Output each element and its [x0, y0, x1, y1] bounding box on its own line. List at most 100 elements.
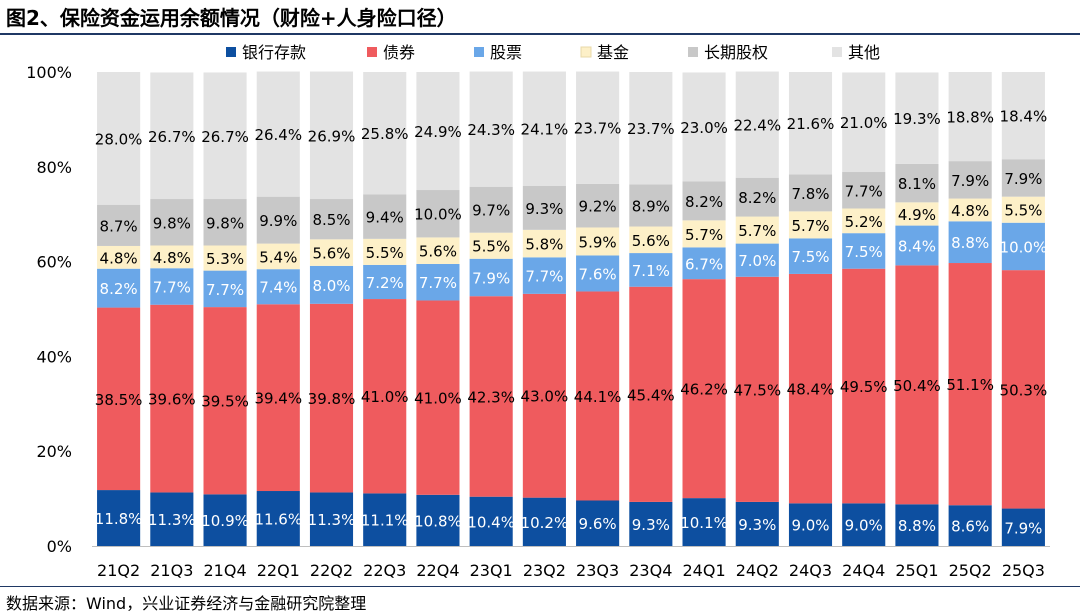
bar-segment — [203, 72, 247, 200]
data-label: 5.3% — [206, 250, 244, 268]
bar-segment — [682, 279, 726, 499]
data-label: 8.1% — [898, 175, 936, 193]
data-label: 7.2% — [366, 274, 404, 292]
bar-segment — [363, 72, 407, 195]
bar-segment — [629, 72, 673, 185]
bar-segment — [309, 492, 354, 546]
data-label: 5.7% — [685, 226, 723, 244]
y-tick-label: 0% — [47, 537, 72, 556]
x-tick-label: 23Q4 — [629, 561, 672, 580]
x-tick-label: 24Q4 — [842, 561, 885, 580]
bar-segment — [948, 198, 992, 222]
data-label: 26.9% — [308, 127, 356, 145]
bar-segment — [469, 71, 513, 187]
data-label: 7.5% — [791, 248, 829, 266]
data-label: 10.9% — [201, 512, 249, 530]
legend: 银行存款 债券 股票 基金 长期股权 其他 — [226, 43, 880, 62]
bar-segment — [842, 268, 886, 504]
data-label: 9.8% — [153, 214, 191, 232]
bar-segment — [97, 72, 141, 205]
bar-segment — [735, 501, 779, 546]
data-label: 11.3% — [308, 511, 356, 529]
chart-title: 图2、保险资金运用余额情况（财险+人身险口径） — [6, 6, 457, 30]
data-label: 4.8% — [951, 202, 989, 220]
data-label: 39.6% — [148, 391, 196, 409]
data-label: 49.5% — [840, 378, 888, 396]
data-label: 5.9% — [579, 233, 617, 251]
data-label: 7.9% — [1004, 519, 1042, 537]
x-tick-label: 25Q1 — [895, 561, 938, 580]
data-label: 7.7% — [525, 268, 563, 286]
bar-segment — [735, 243, 779, 277]
data-label: 9.7% — [472, 202, 510, 220]
data-label: 5.5% — [366, 244, 404, 262]
data-label: 48.4% — [787, 381, 835, 399]
bar-segment — [203, 494, 247, 546]
data-label: 5.5% — [472, 238, 510, 256]
bar-segment — [629, 286, 673, 502]
bar-segment — [682, 498, 726, 546]
data-label: 46.2% — [680, 381, 728, 399]
data-label: 39.8% — [308, 390, 356, 408]
x-tick-label: 24Q1 — [682, 561, 725, 580]
data-label: 9.3% — [525, 200, 563, 218]
legend-swatch — [832, 47, 842, 57]
bar-segment — [576, 227, 620, 256]
bar-segment — [735, 216, 779, 244]
data-label: 6.7% — [685, 255, 723, 273]
bar-segment — [948, 505, 992, 546]
bar-segment — [309, 303, 354, 493]
source-note: 数据来源：Wind，兴业证券经济与金融研究院整理 — [6, 594, 367, 613]
bar-segment — [416, 190, 460, 238]
data-label: 41.0% — [361, 388, 409, 406]
bar-segment — [682, 181, 726, 221]
data-label: 7.7% — [845, 182, 883, 200]
data-label: 5.2% — [845, 213, 883, 231]
footer-rule — [0, 586, 1080, 587]
data-label: 28.0% — [95, 130, 143, 148]
bar-segment — [629, 253, 673, 287]
x-tick-label: 24Q3 — [789, 561, 832, 580]
data-label: 8.4% — [898, 237, 936, 255]
data-label: 11.1% — [361, 512, 409, 530]
bar-segment — [895, 504, 939, 546]
bar-segment — [150, 268, 194, 305]
data-label: 10.4% — [467, 513, 515, 531]
bar-segment — [150, 492, 194, 546]
x-tick-label: 22Q4 — [416, 561, 459, 580]
data-label: 8.8% — [898, 517, 936, 535]
bar-segment — [629, 184, 673, 227]
bar-segment — [256, 243, 300, 270]
x-tick-label: 23Q3 — [576, 561, 619, 580]
data-label: 9.9% — [259, 212, 297, 230]
data-label: 4.8% — [153, 249, 191, 267]
bar-segment — [948, 161, 992, 199]
data-label: 26.7% — [201, 128, 249, 146]
data-label: 5.6% — [419, 243, 457, 261]
bar-segment — [682, 220, 726, 248]
x-tick-label: 23Q1 — [470, 561, 513, 580]
data-label: 22.4% — [733, 117, 781, 135]
data-label: 24.3% — [467, 121, 515, 139]
data-label: 9.0% — [845, 517, 883, 535]
x-tick-label: 21Q3 — [150, 561, 193, 580]
bar-segment — [363, 493, 407, 546]
bar-segment — [97, 245, 141, 269]
bar-segment — [842, 208, 886, 234]
data-label: 23.7% — [574, 120, 622, 138]
y-tick-label: 60% — [36, 253, 72, 272]
x-tick-label: 22Q1 — [257, 561, 300, 580]
bar-segment — [788, 238, 833, 274]
data-label: 8.7% — [100, 217, 138, 235]
data-label: 43.0% — [521, 388, 569, 406]
legend-label: 长期股权 — [704, 43, 768, 62]
data-label: 23.0% — [680, 119, 728, 137]
bar-segment — [682, 72, 726, 182]
data-label: 50.4% — [893, 377, 941, 395]
bar-segment — [309, 239, 354, 266]
x-tick-label: 22Q2 — [310, 561, 353, 580]
data-label: 8.8% — [951, 234, 989, 252]
bar-segment — [895, 265, 939, 505]
bar-segment — [788, 72, 833, 175]
bar-segment — [788, 273, 833, 504]
